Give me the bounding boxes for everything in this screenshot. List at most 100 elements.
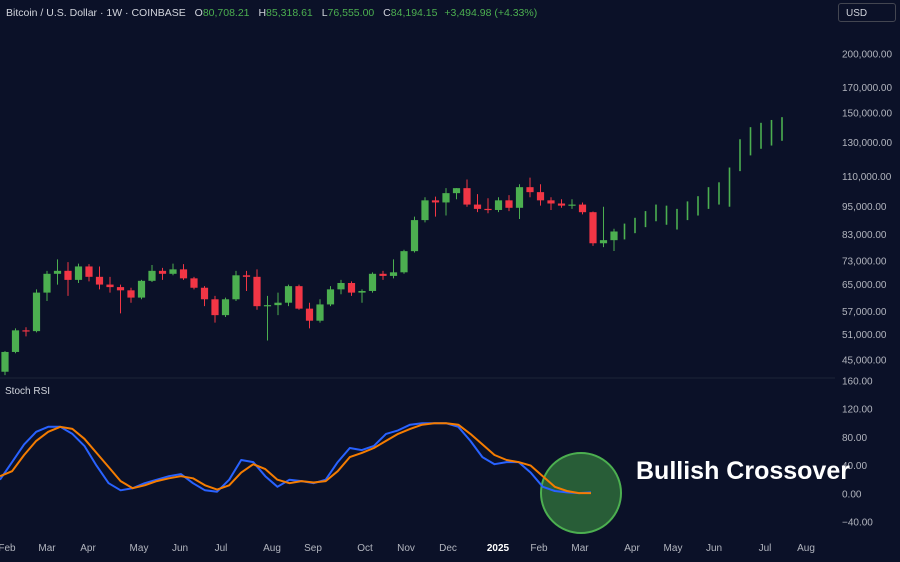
time-tick-label: Mar <box>38 543 56 554</box>
rsi-tick-label: 40.00 <box>842 461 867 472</box>
rsi-tick-label: −40.00 <box>842 518 873 529</box>
change-value: +3,494.98 (+4.33%) <box>444 7 538 19</box>
price-tick-label: 150,000.00 <box>842 109 892 120</box>
price-tick-label: 51,000.00 <box>842 330 887 341</box>
candle-up <box>610 231 618 241</box>
time-tick-label: Oct <box>357 543 373 554</box>
time-tick-label: Feb <box>0 543 16 554</box>
time-tick-label: Feb <box>530 543 548 554</box>
time-tick-label: May <box>664 543 683 554</box>
candle-down <box>295 286 303 309</box>
price-axis: 200,000.00 170,000.00 150,000.00 130,000.00… <box>842 50 892 367</box>
candle-down <box>242 275 251 277</box>
bullish-crossover-label: Bullish Crossover <box>636 457 850 485</box>
time-tick-label: Apr <box>80 543 96 554</box>
candle-up <box>316 304 324 321</box>
time-tick-label: Sep <box>304 543 322 554</box>
stoch-rsi-k-line <box>0 422 592 495</box>
candle-up <box>368 273 377 291</box>
candle-up <box>137 280 146 298</box>
candle-up <box>232 275 240 300</box>
candle-down <box>22 330 30 332</box>
symbol-legend: Bitcoin / U.S. Dollar · 1W · COINBASE O8… <box>6 7 537 19</box>
candle-down <box>211 299 219 316</box>
rsi-axis: 160.00 120.00 80.00 40.00 0.00 −40.00 <box>842 377 873 529</box>
rsi-tick-label: 160.00 <box>842 377 873 388</box>
price-tick-label: 110,000.00 <box>842 172 892 183</box>
candle-down <box>253 276 261 307</box>
candle-up <box>410 220 419 252</box>
candle-up <box>221 299 230 316</box>
candle-up <box>43 273 51 293</box>
candle-up <box>599 240 608 244</box>
candle-down <box>200 287 209 300</box>
price-tick-label: 45,000.00 <box>842 356 887 367</box>
candle-down <box>158 270 167 274</box>
candle-down <box>116 287 125 291</box>
candle-up <box>263 305 272 307</box>
price-tick-label: 130,000.00 <box>842 138 892 149</box>
candle-down <box>578 204 587 213</box>
time-axis: Feb Mar Apr May Jun Jul Aug Sep Oct Nov Dec 2025 Feb… <box>0 543 815 554</box>
time-tick-label: Dec <box>439 543 457 554</box>
currency-button[interactable]: USD <box>838 3 896 22</box>
low-label: L <box>321 7 328 19</box>
candle-up <box>452 188 461 194</box>
high-label: H <box>258 7 267 19</box>
candle-down <box>127 290 135 298</box>
price-tick-label: 65,000.00 <box>842 280 887 291</box>
candle-down <box>536 192 545 201</box>
stoch-rsi-lines <box>0 422 592 495</box>
price-tick-label: 83,000.00 <box>842 230 887 241</box>
candle-down <box>547 200 555 204</box>
rsi-tick-label: 120.00 <box>842 405 873 416</box>
open-label: O <box>194 7 203 19</box>
candle-down <box>95 276 104 285</box>
time-tick-label: 2025 <box>487 543 510 554</box>
candle-down <box>179 269 188 279</box>
candle-down <box>505 200 513 208</box>
candle-down <box>431 200 440 203</box>
time-tick-label: Aug <box>263 543 281 554</box>
close-value: 84,194.15 <box>390 7 438 19</box>
stoch-rsi-d-line <box>0 422 591 495</box>
symbol-title: Bitcoin / U.S. Dollar · 1W · COINBASE <box>6 7 186 19</box>
candle-down <box>190 278 198 288</box>
candle-down <box>526 187 534 193</box>
projection-series <box>623 117 783 240</box>
candle-up <box>337 282 345 290</box>
candle-up <box>568 204 576 206</box>
time-tick-label: Jun <box>172 543 188 554</box>
stoch-rsi-title: Stoch RSI <box>5 386 51 397</box>
time-tick-label: Aug <box>797 543 815 554</box>
price-tick-label: 170,000.00 <box>842 83 892 94</box>
candle-down <box>463 188 471 205</box>
candle-down <box>85 266 93 277</box>
candle-up <box>53 270 62 274</box>
high-value: 85,318.61 <box>266 7 313 19</box>
candle-up <box>1 351 9 372</box>
candle-up <box>421 200 429 221</box>
candle-up <box>389 272 398 276</box>
time-tick-label: May <box>130 543 149 554</box>
price-tick-label: 57,000.00 <box>842 307 887 318</box>
candle-up <box>400 251 408 273</box>
candle-down <box>557 203 566 206</box>
time-tick-label: Nov <box>397 543 415 554</box>
candle-up <box>74 266 83 280</box>
candle-down <box>347 282 356 293</box>
candlestick-series <box>1 177 618 376</box>
time-tick-label: Mar <box>571 543 589 554</box>
candle-up <box>358 290 366 293</box>
open-value: 80,708.21 <box>202 7 250 19</box>
close-label: C <box>383 7 391 19</box>
candle-down <box>473 204 482 209</box>
candle-up <box>169 269 177 274</box>
price-tick-label: 73,000.00 <box>842 256 887 267</box>
time-tick-label: Jun <box>706 543 722 554</box>
candle-up <box>32 292 41 332</box>
candle-down <box>305 308 314 321</box>
price-tick-label: 200,000.00 <box>842 50 892 61</box>
